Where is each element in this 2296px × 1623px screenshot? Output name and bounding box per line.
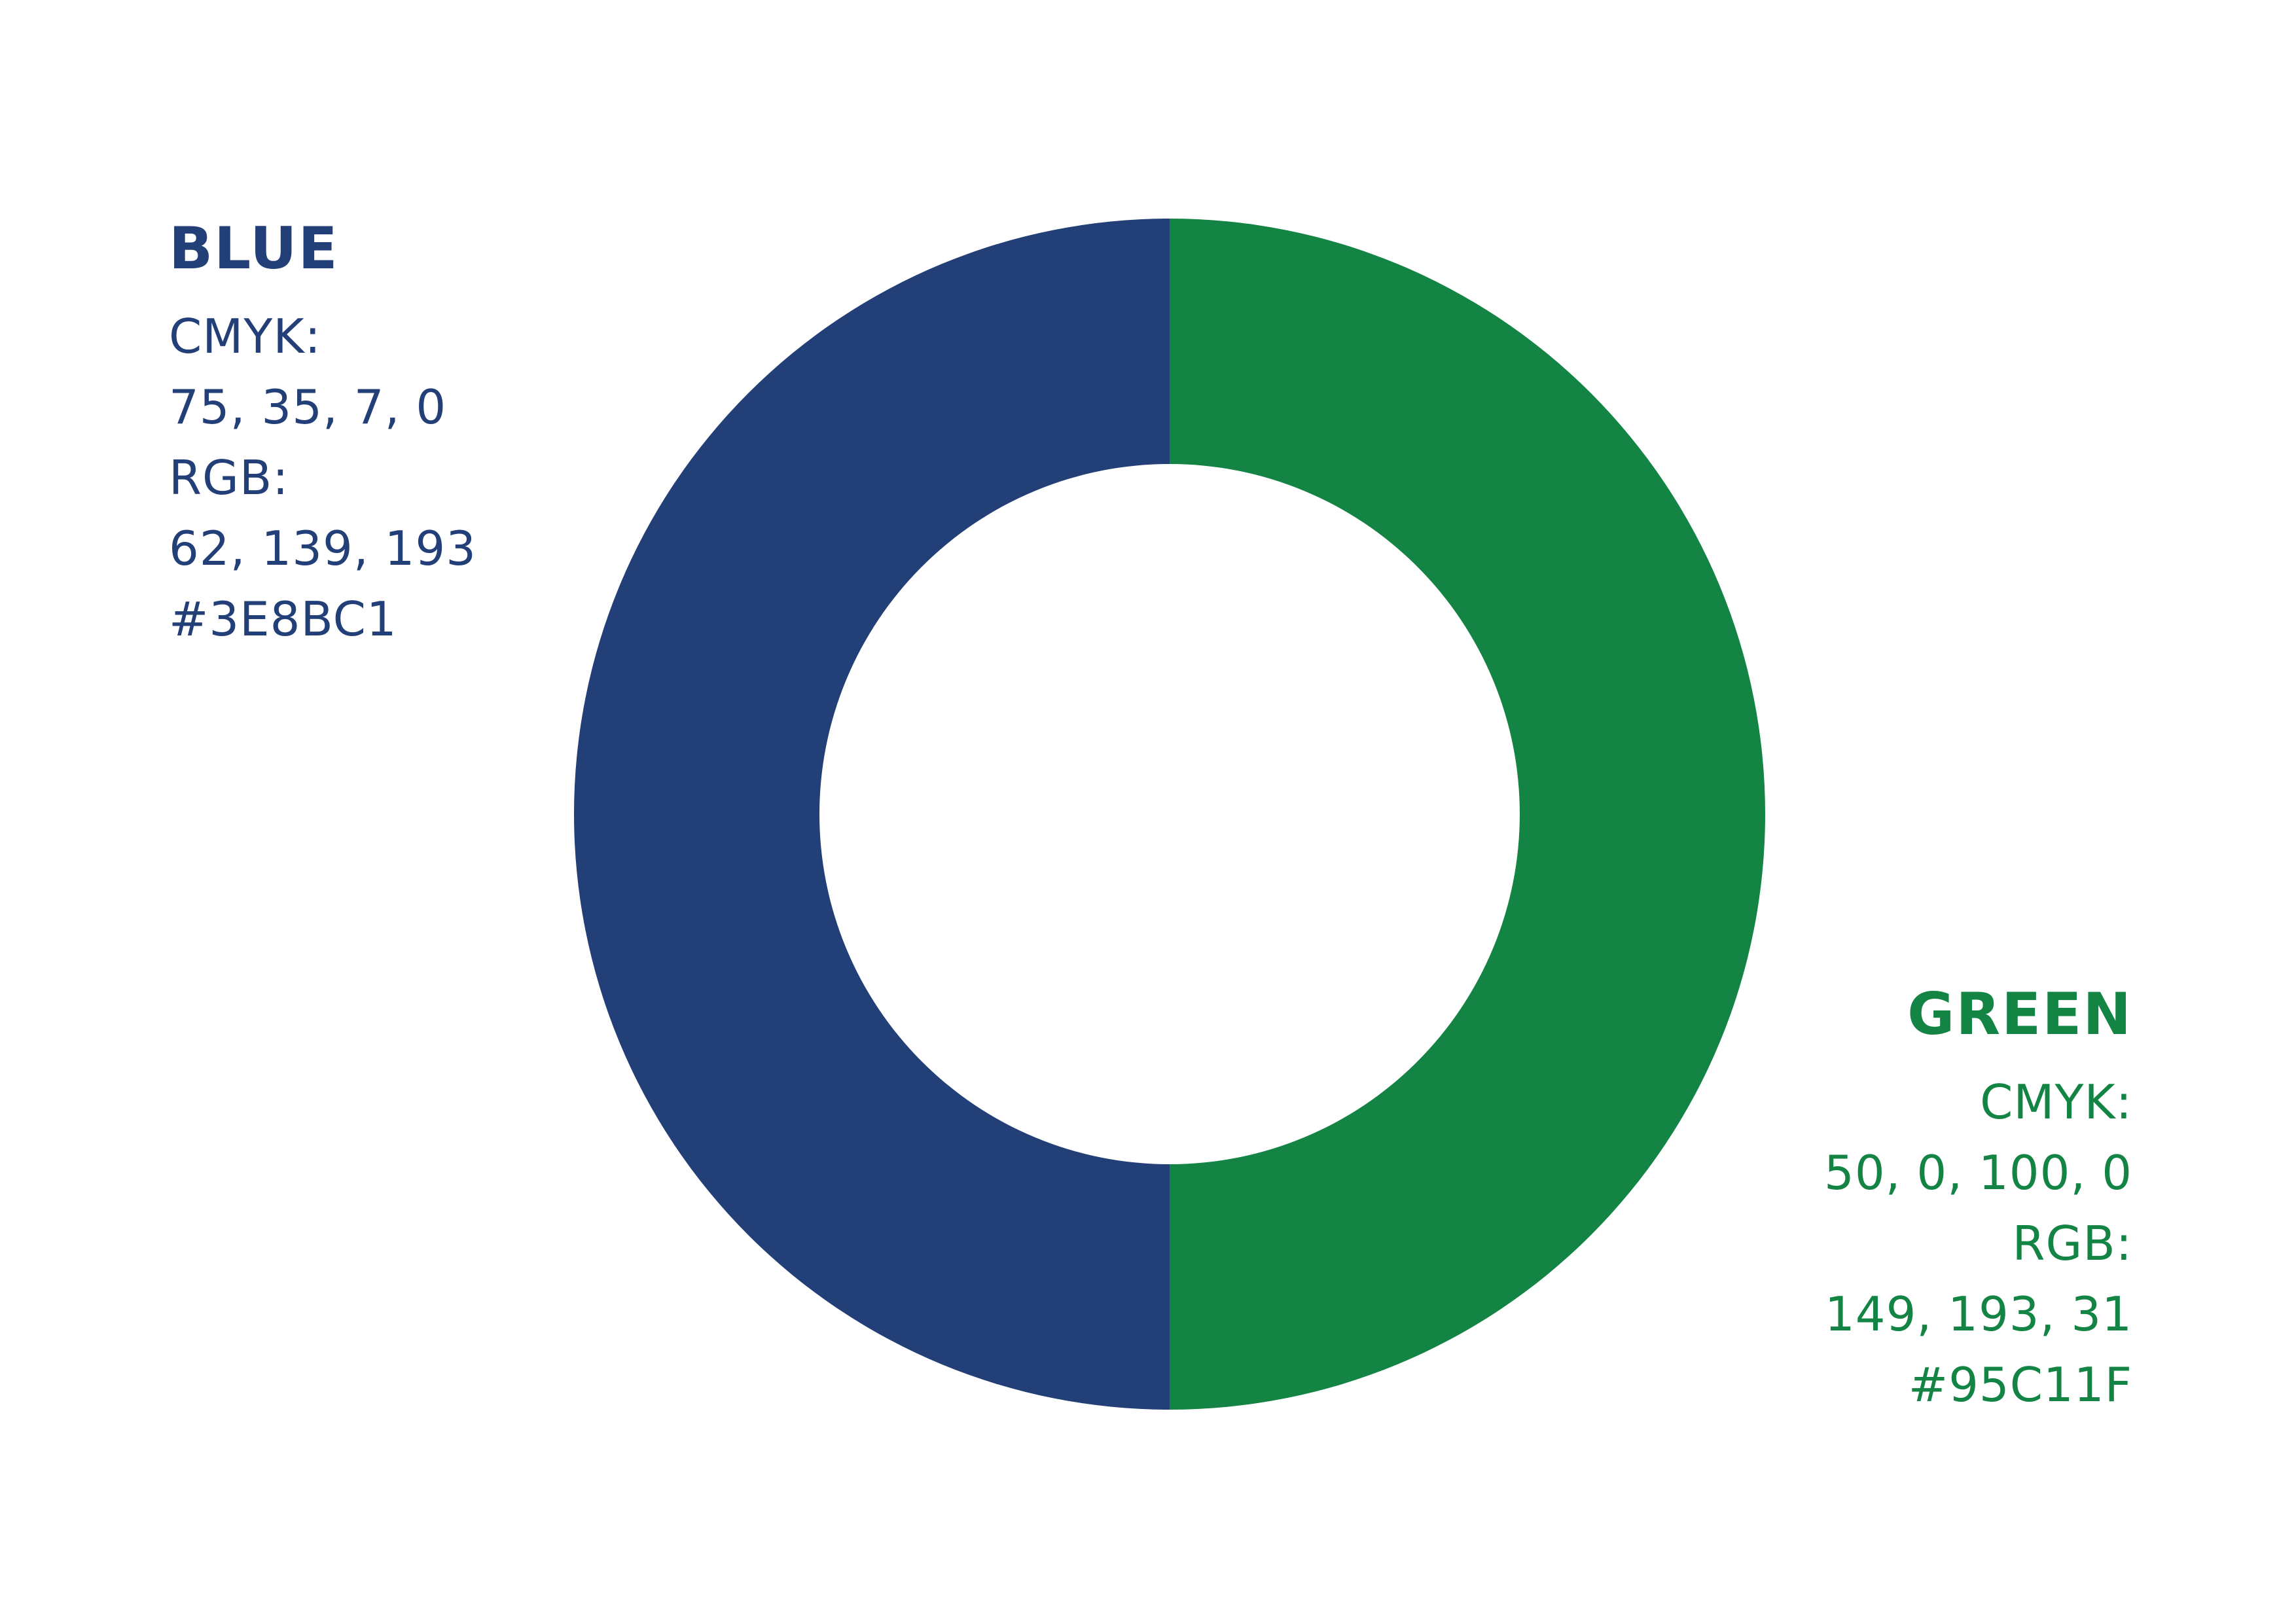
green-rgb-label: RGB: [2012, 1216, 2132, 1271]
green-hex-value: #95C11F [1908, 1357, 2132, 1412]
blue-rgb-label: RGB: [169, 450, 289, 505]
green-cmyk-value: 50, 0, 100, 0 [1824, 1145, 2132, 1200]
blue-hex-value: #3E8BC1 [169, 592, 397, 647]
blue-cmyk-value: 75, 35, 7, 0 [169, 380, 447, 435]
blue-color-panel: BLUE CMYK: 75, 35, 7, 0 RGB: 62, 139, 19… [169, 216, 758, 654]
green-rgb-value: 149, 193, 31 [1824, 1287, 2132, 1342]
donut-slice-blue [574, 219, 1170, 1410]
donut-slice-green [1170, 219, 1765, 1410]
blue-color-name: BLUE [169, 215, 339, 282]
blue-cmyk-label: CMYK: [169, 309, 321, 364]
donut-slices [574, 219, 1765, 1410]
blue-rgb-value: 62, 139, 193 [169, 521, 477, 576]
green-cmyk-label: CMYK: [1980, 1075, 2132, 1130]
green-color-panel: GREEN CMYK: 50, 0, 100, 0 RGB: 149, 193,… [1543, 982, 2132, 1420]
green-color-name: GREEN [1907, 980, 2132, 1048]
